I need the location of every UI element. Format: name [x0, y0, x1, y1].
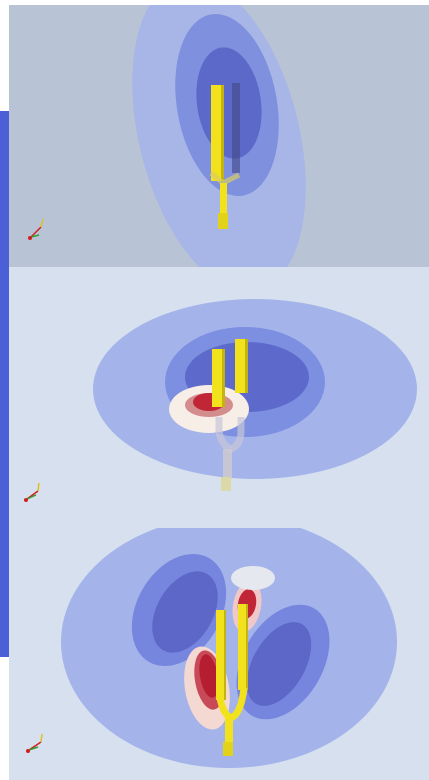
field-contour-3	[61, 528, 397, 768]
tuning-fork-1	[209, 83, 241, 229]
field-contour-2	[93, 299, 417, 479]
xyz-axes-triad-icon	[26, 733, 43, 753]
simulation-panel-2	[9, 267, 429, 528]
simulation-panel-1	[9, 5, 429, 267]
xyz-axes-triad-icon	[24, 482, 40, 502]
tuning-fork-2	[212, 339, 248, 491]
tuning-fork-3	[216, 604, 248, 756]
simulation-panel-3	[9, 528, 429, 780]
left-sidebar-bar	[0, 111, 9, 657]
xyz-axes-triad-icon	[28, 218, 44, 240]
